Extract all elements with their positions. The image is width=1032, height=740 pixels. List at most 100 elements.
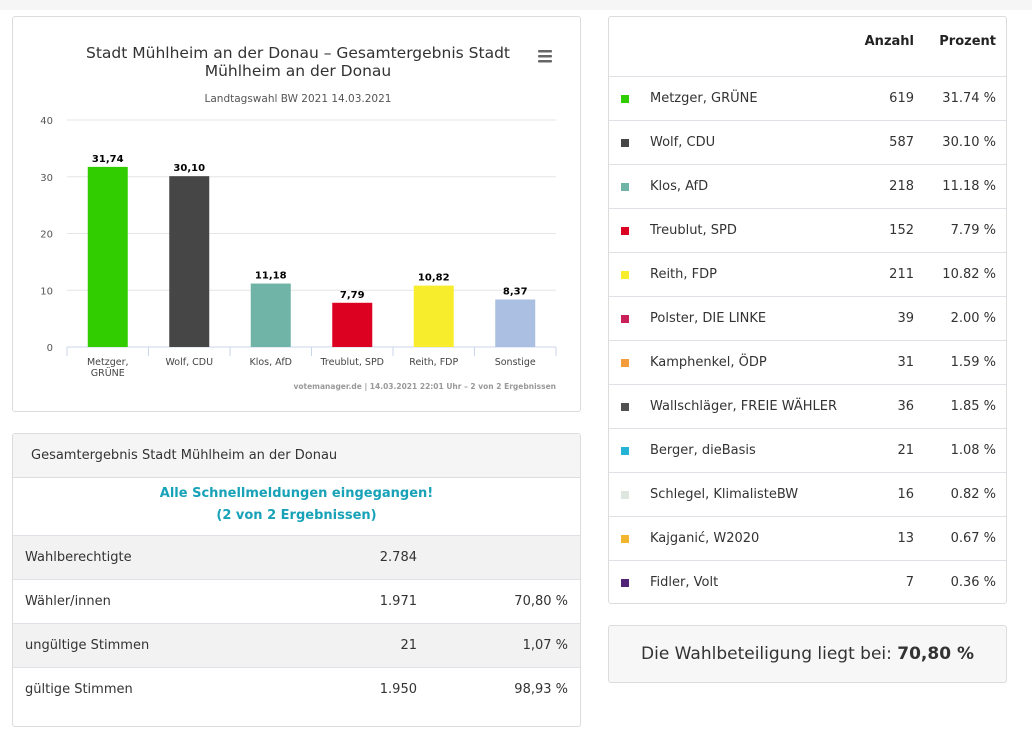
summary-percent: 1,07 %	[522, 638, 568, 653]
summary-count: 1.950	[379, 682, 417, 697]
result-percent: 0.82 %	[950, 487, 996, 502]
party-color-swatch	[621, 535, 629, 543]
result-percent: 1.08 %	[950, 443, 996, 458]
result-name: Kajganić, W2020	[650, 531, 760, 546]
result-percent: 0.67 %	[950, 531, 996, 546]
summary-row: ungültige Stimmen 21 1,07 %	[13, 623, 580, 667]
data-label: 10,82	[418, 273, 450, 284]
summary-row: Wähler/innen 1.971 70,80 %	[13, 579, 580, 623]
result-name: Schlegel, KlimalisteBW	[650, 487, 799, 502]
summary-row: gültige Stimmen 1.950 98,93 %	[13, 667, 580, 711]
result-percent: 2.00 %	[950, 311, 996, 326]
summary-title: Gesamtergebnis Stadt Mühlheim an der Don…	[13, 434, 580, 478]
party-color-swatch	[621, 403, 629, 411]
summary-label: Wahlberechtigte	[25, 550, 132, 565]
hamburger-menu-icon	[538, 50, 552, 53]
result-count: 39	[897, 311, 914, 326]
x-tick-label: Reith, FDP	[409, 357, 458, 368]
chart-title: Stadt Mühlheim an der Donau – Gesamterge…	[86, 44, 510, 62]
chart-card: Stadt Mühlheim an der Donau – Gesamterge…	[12, 16, 581, 412]
x-tick-label: GRÜNE	[91, 368, 125, 379]
summary-label: ungültige Stimmen	[25, 638, 150, 653]
result-percent: 1.85 %	[950, 399, 996, 414]
summary-count: 2.784	[379, 550, 417, 565]
hamburger-menu-icon	[538, 55, 552, 58]
summary-notice: Alle Schnellmeldungen eingegangen! (2 vo…	[13, 478, 580, 535]
y-tick-label: 20	[40, 230, 53, 241]
x-tick-label: Klos, AfD	[250, 357, 293, 368]
bar	[169, 176, 210, 347]
result-row: Schlegel, KlimalisteBW 16 0.82 %	[609, 473, 1006, 517]
col-count-header: Anzahl	[864, 34, 914, 49]
summary-card: Gesamtergebnis Stadt Mühlheim an der Don…	[12, 433, 581, 727]
result-name: Wallschläger, FREIE WÄHLER	[650, 399, 838, 414]
data-label: 31,74	[92, 154, 124, 165]
bar	[332, 302, 373, 347]
result-count: 7	[905, 575, 914, 590]
bar	[495, 299, 536, 347]
party-color-swatch	[621, 491, 629, 499]
y-tick-label: 10	[40, 286, 53, 297]
summary-label: Wähler/innen	[25, 594, 111, 609]
result-count: 211	[889, 267, 914, 282]
result-name: Wolf, CDU	[650, 135, 716, 150]
summary-table: Wahlberechtigte 2.784 Wähler/innen 1.971 70,…	[13, 535, 580, 711]
result-count: 21	[897, 443, 914, 458]
result-row: Wolf, CDU 587 30.10 %	[609, 121, 1006, 165]
result-percent: 0.36 %	[950, 575, 996, 590]
result-count: 152	[889, 223, 914, 238]
result-name: Kamphenkel, ÖDP	[650, 355, 767, 370]
result-name: Treublut, SPD	[650, 223, 737, 238]
result-row: Kajganić, W2020 13 0.67 %	[609, 517, 1006, 561]
turnout-label: Die Wahlbeteiligung liegt bei:	[641, 644, 892, 664]
party-color-swatch	[621, 359, 629, 367]
result-row: Polster, DIE LINKE 39 2.00 %	[609, 297, 1006, 341]
x-tick-label: Wolf, CDU	[165, 357, 213, 368]
results-header: Anzahl Prozent	[609, 17, 1006, 77]
result-percent: 11.18 %	[942, 179, 996, 194]
result-row: Metzger, GRÜNE 619 31.74 %	[609, 77, 1006, 121]
chart-credits: votemanager.de | 14.03.2021 22:01 Uhr – …	[293, 382, 556, 392]
result-percent: 7.79 %	[950, 223, 996, 238]
results-card: Anzahl Prozent Metzger, GRÜNE 619 31.74 % W…	[608, 16, 1007, 604]
top-strip	[0, 0, 1032, 10]
col-percent-header: Prozent	[939, 34, 996, 49]
summary-label: gültige Stimmen	[25, 682, 133, 697]
x-tick-label: Metzger,	[87, 357, 129, 368]
bar-chart: Stadt Mühlheim an der Donau – Gesamterge…	[40, 44, 557, 392]
bar	[250, 283, 291, 347]
result-count: 36	[897, 399, 914, 414]
party-color-swatch	[621, 183, 629, 191]
chart-subtitle: Landtagswahl BW 2021 14.03.2021	[205, 93, 392, 105]
bar	[413, 285, 454, 347]
result-name: Fidler, Volt	[650, 575, 719, 590]
data-label: 8,37	[503, 287, 528, 298]
hamburger-menu-icon	[538, 60, 552, 63]
x-tick-label: Sonstige	[495, 357, 536, 368]
result-row: Reith, FDP 211 10.82 %	[609, 253, 1006, 297]
result-count: 16	[897, 487, 914, 502]
chart-title: Mühlheim an der Donau	[205, 62, 392, 80]
turnout-banner: Die Wahlbeteiligung liegt bei: 70,80 %	[608, 625, 1007, 683]
result-row: Treublut, SPD 152 7.79 %	[609, 209, 1006, 253]
party-color-swatch	[621, 139, 629, 147]
notice-line-1: Alle Schnellmeldungen eingegangen!	[159, 486, 434, 501]
result-row: Klos, AfD 218 11.18 %	[609, 165, 1006, 209]
data-label: 30,10	[173, 163, 205, 174]
result-name: Berger, dieBasis	[650, 443, 756, 458]
y-tick-label: 30	[40, 173, 53, 184]
party-color-swatch	[621, 95, 629, 103]
party-color-swatch	[621, 227, 629, 235]
result-percent: 1.59 %	[950, 355, 996, 370]
result-percent: 30.10 %	[942, 135, 996, 150]
party-color-swatch	[621, 271, 629, 279]
results-table: Metzger, GRÜNE 619 31.74 % Wolf, CDU 587 30.1…	[609, 77, 1006, 605]
x-tick-label: Treublut, SPD	[320, 357, 385, 368]
result-row: Berger, dieBasis 21 1.08 %	[609, 429, 1006, 473]
summary-percent: 98,93 %	[514, 682, 568, 697]
bar	[87, 166, 128, 347]
result-count: 31	[897, 355, 914, 370]
result-count: 587	[889, 135, 914, 150]
result-count: 13	[897, 531, 914, 546]
notice-line-2: (2 von 2 Ergebnissen)	[216, 508, 377, 523]
